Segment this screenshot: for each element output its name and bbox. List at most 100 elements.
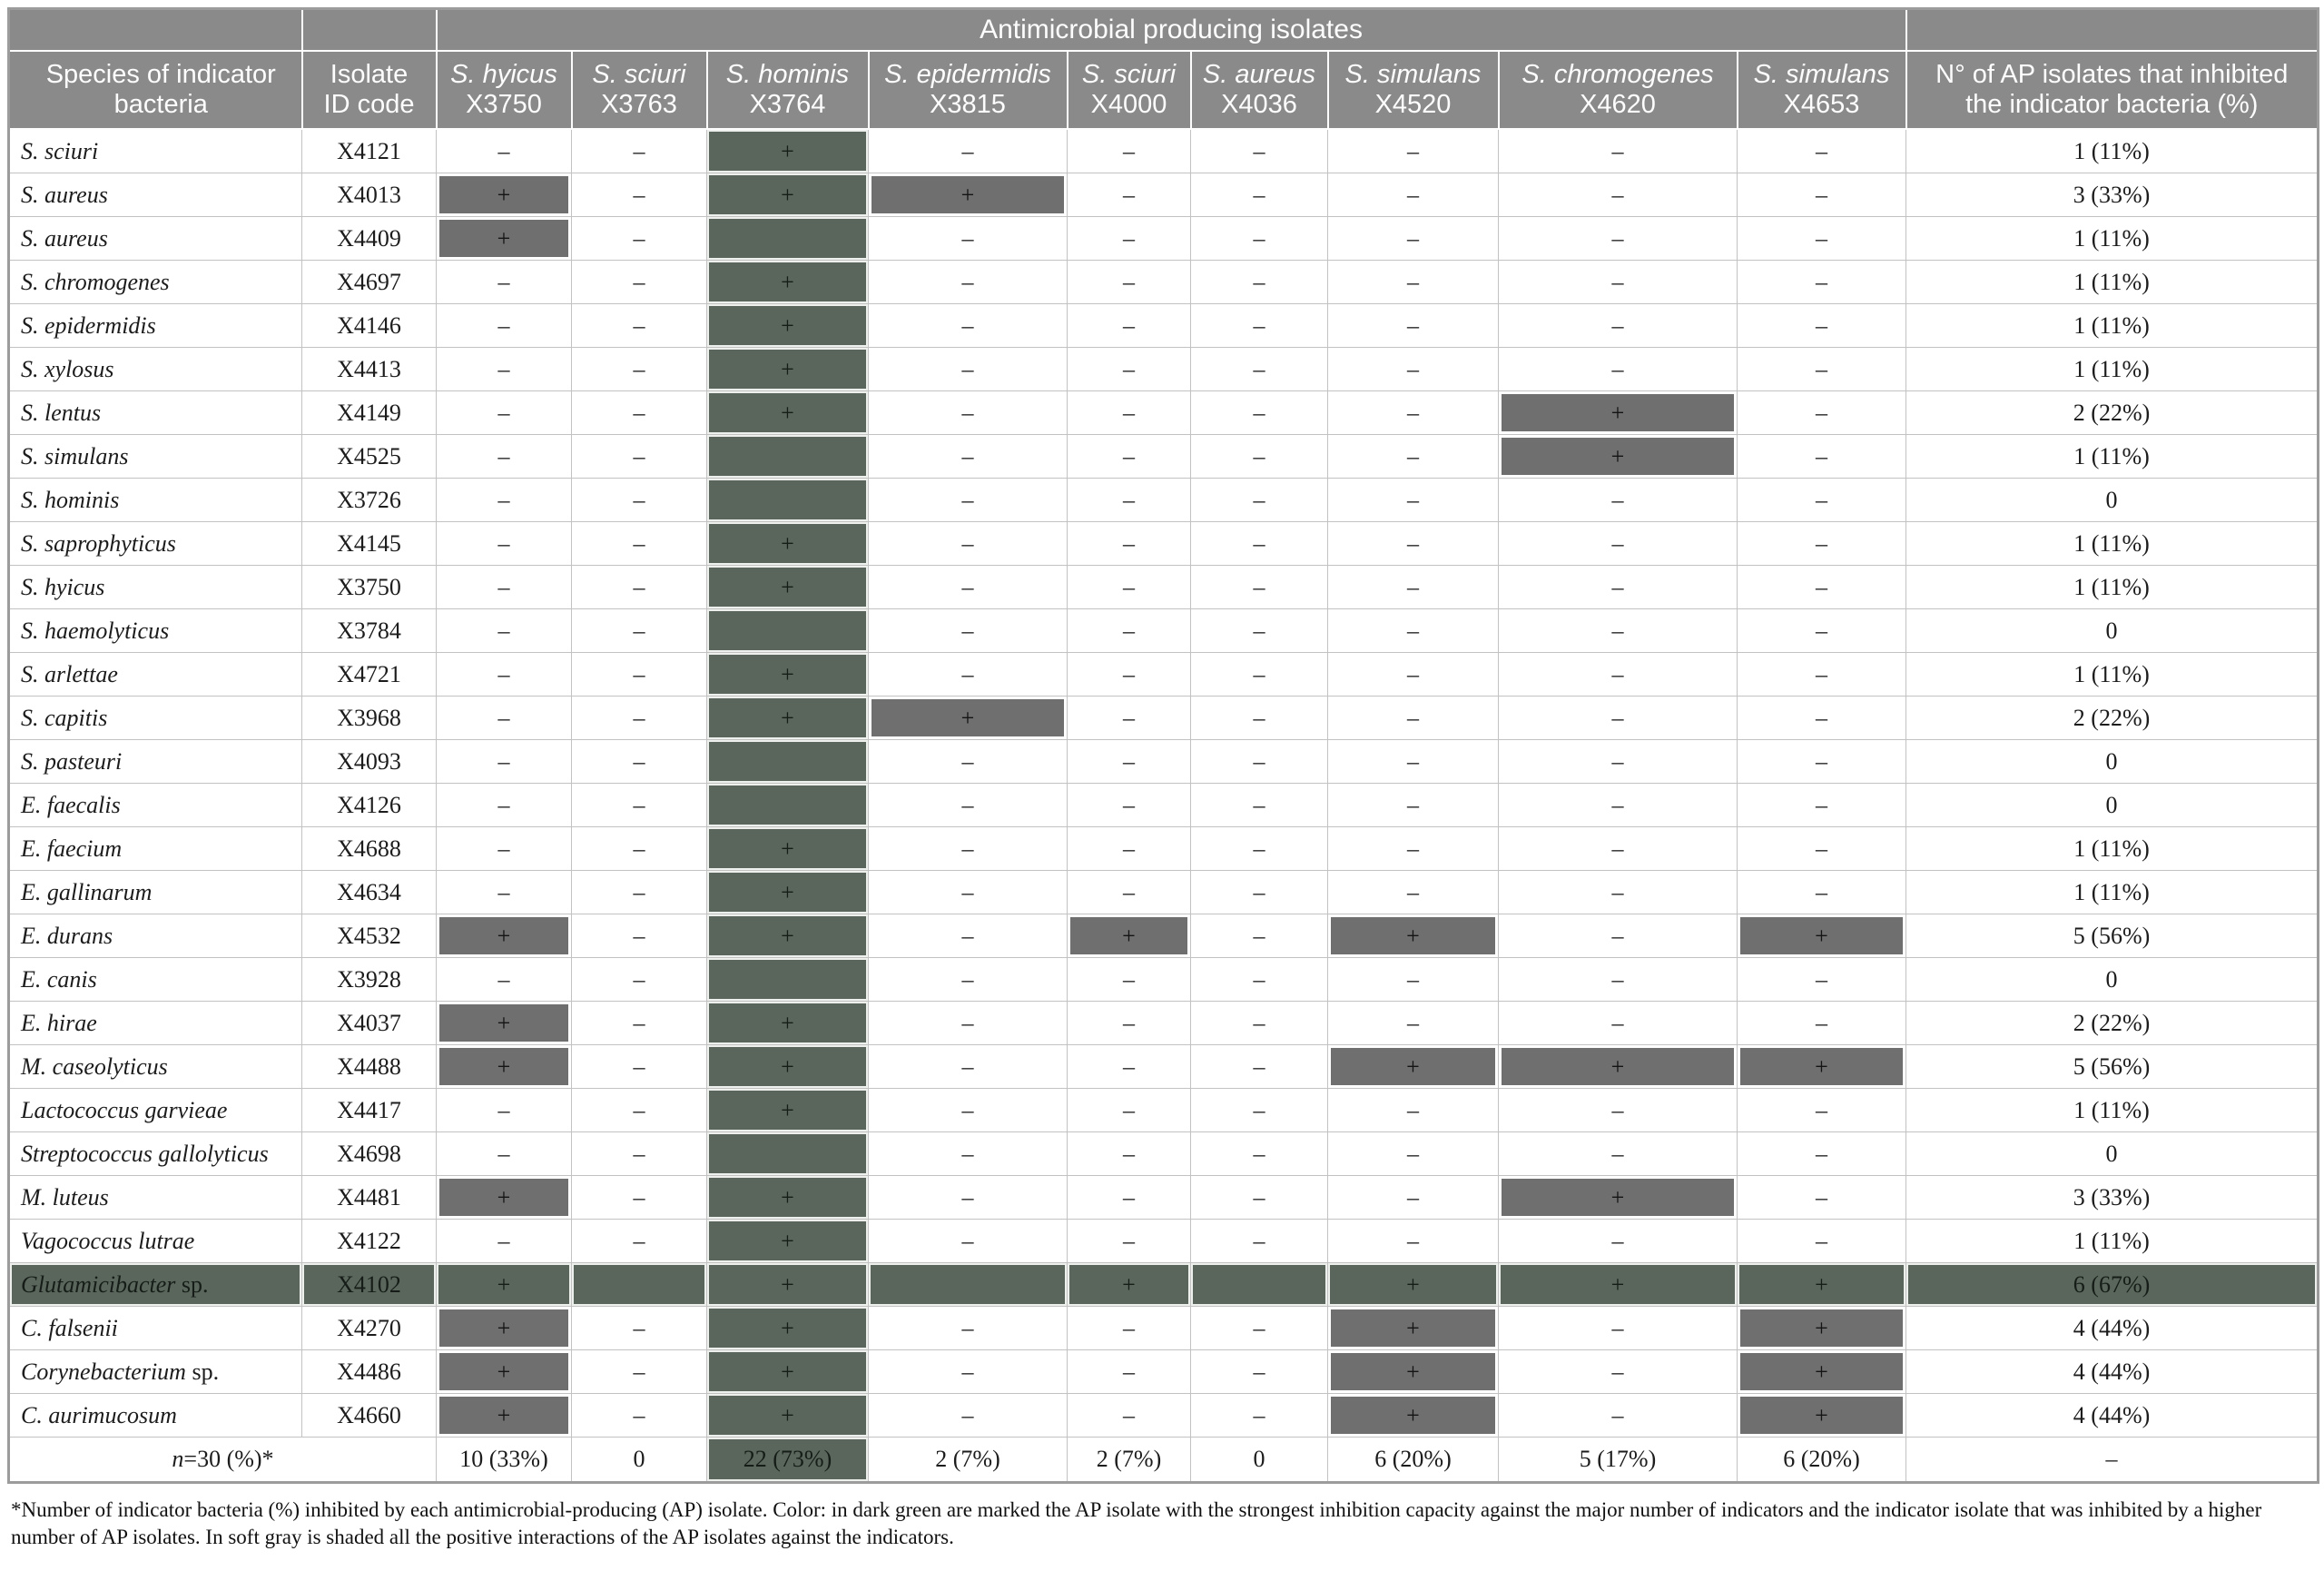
indicator-species-cell: S. epidermidis xyxy=(8,303,302,348)
result-cell: – xyxy=(1736,1131,1907,1176)
result-cell: – xyxy=(436,565,572,609)
row-count-cell: 1 (11%) xyxy=(1905,870,2319,914)
result-cell: – xyxy=(1736,826,1907,871)
indicator-id-cell: X4146 xyxy=(301,303,437,348)
indicator-id-cell: X4532 xyxy=(301,914,437,958)
result-cell: – xyxy=(1327,303,1499,348)
result-cell: – xyxy=(1498,608,1738,653)
result-cell: – xyxy=(1190,652,1328,697)
indicator-species-cell: S. capitis xyxy=(8,696,302,740)
ap-isolate-id: X4653 xyxy=(1783,90,1860,119)
col-header-ap-isolate: S. hominis X3764 xyxy=(705,50,870,130)
summary-value-cell: 6 (20%) xyxy=(1736,1437,1907,1483)
result-cell: – xyxy=(1498,128,1738,173)
result-cell: – xyxy=(868,870,1068,914)
col-header-ap-isolate: S. sciuri X3763 xyxy=(570,50,708,130)
indicator-species-cell: S. sciuri xyxy=(8,128,302,173)
result-cell: – xyxy=(1327,608,1499,653)
result-cell: + xyxy=(1736,1393,1907,1438)
result-cell: – xyxy=(1498,173,1738,217)
result-cell: – xyxy=(868,1044,1068,1089)
indicator-id-cell: X4486 xyxy=(301,1349,437,1394)
ap-isolate-species: S. simulans xyxy=(1344,59,1482,89)
result-cell: – xyxy=(868,1219,1068,1263)
result-cell: + xyxy=(1327,1393,1499,1438)
summary-value-cell: 0 xyxy=(1190,1437,1328,1483)
result-cell: + xyxy=(436,1393,572,1438)
result-cell: + xyxy=(1736,1349,1907,1394)
result-cell: – xyxy=(571,957,707,1002)
table-row: E. faecium X4688– – + – – – – – –1 (11%) xyxy=(8,826,2319,871)
result-cell: – xyxy=(1067,347,1191,391)
result-cell: – xyxy=(868,216,1068,261)
result-cell xyxy=(706,434,869,479)
indicator-species-name: S. aureus xyxy=(21,181,108,208)
result-cell: + xyxy=(706,303,869,348)
result-cell: – xyxy=(571,696,707,740)
indicator-species-cell: Vagococcus lutrae xyxy=(8,1219,302,1263)
result-cell: – xyxy=(1327,260,1499,304)
row-count-cell: 4 (44%) xyxy=(1905,1306,2319,1350)
row-count-cell: 4 (44%) xyxy=(1905,1393,2319,1438)
ap-isolate-species: S. simulans xyxy=(1753,59,1890,89)
result-cell: – xyxy=(868,783,1068,827)
result-cell: – xyxy=(1327,870,1499,914)
result-cell: – xyxy=(1067,1306,1191,1350)
result-cell: – xyxy=(1327,478,1499,522)
indicator-id-cell: X4149 xyxy=(301,390,437,435)
empty-header-cell xyxy=(1905,7,2319,52)
result-cell: – xyxy=(571,1175,707,1220)
col-header-ap-isolate: S. simulans X4653 xyxy=(1736,50,1907,130)
result-cell: + xyxy=(436,1001,572,1045)
antimicrobial-results-table: Antimicrobial producing isolates Species… xyxy=(7,7,2320,1484)
result-cell: – xyxy=(1498,1349,1738,1394)
result-cell: – xyxy=(868,521,1068,566)
result-cell: – xyxy=(1067,303,1191,348)
result-cell: – xyxy=(571,1088,707,1132)
indicator-species-name: E. durans xyxy=(21,922,113,949)
result-cell: – xyxy=(1190,1131,1328,1176)
ap-isolate-species: S. hominis xyxy=(725,59,850,89)
col-header-ap-isolate: S. chromogenes X4620 xyxy=(1497,50,1738,130)
col-header-ap-isolate: S. epidermidis X3815 xyxy=(867,50,1068,130)
row-count-cell: 1 (11%) xyxy=(1905,303,2319,348)
result-cell: + xyxy=(1327,1306,1499,1350)
result-cell: – xyxy=(571,1393,707,1438)
row-count-cell: 1 (11%) xyxy=(1905,128,2319,173)
row-count-cell: 0 xyxy=(1905,739,2319,784)
indicator-species-name: M. luteus xyxy=(21,1183,109,1210)
indicator-species-name: E. gallinarum xyxy=(21,878,153,905)
result-cell: – xyxy=(868,914,1068,958)
result-cell: – xyxy=(1327,957,1499,1002)
table-row: S. lentus X4149– – + – – – – + –2 (22%) xyxy=(8,390,2319,435)
result-cell: – xyxy=(571,1306,707,1350)
result-cell: + xyxy=(706,1044,869,1089)
result-cell: – xyxy=(1498,1131,1738,1176)
result-cell: – xyxy=(868,826,1068,871)
result-cell: + xyxy=(436,1262,572,1307)
result-cell: – xyxy=(1067,1088,1191,1132)
row-count-cell: 6 (67%) xyxy=(1905,1262,2319,1307)
row-count-cell: 0 xyxy=(1905,783,2319,827)
indicator-species-name: S. xylosus xyxy=(21,355,114,382)
result-cell: + xyxy=(706,1001,869,1045)
result-cell: + xyxy=(1498,1175,1738,1220)
table-row: E. faecalis X4126– – – – – – – –0 xyxy=(8,783,2319,827)
row-count-cell: 1 (11%) xyxy=(1905,652,2319,697)
result-cell: – xyxy=(1190,739,1328,784)
row-count-cell: 4 (44%) xyxy=(1905,1349,2319,1394)
result-cell: – xyxy=(1736,173,1907,217)
ap-isolate-id: X3815 xyxy=(930,90,1006,119)
result-cell: – xyxy=(1736,565,1907,609)
result-cell: – xyxy=(1736,1219,1907,1263)
result-cell: + xyxy=(436,216,572,261)
group-title: Antimicrobial producing isolates xyxy=(435,7,1907,52)
indicator-id-cell: X4634 xyxy=(301,870,437,914)
result-cell: – xyxy=(1067,1131,1191,1176)
result-cell: – xyxy=(1190,1044,1328,1089)
result-cell: – xyxy=(571,826,707,871)
result-cell: – xyxy=(1190,347,1328,391)
result-cell: + xyxy=(868,696,1068,740)
result-cell: – xyxy=(1067,173,1191,217)
row-count-cell: 1 (11%) xyxy=(1905,1088,2319,1132)
